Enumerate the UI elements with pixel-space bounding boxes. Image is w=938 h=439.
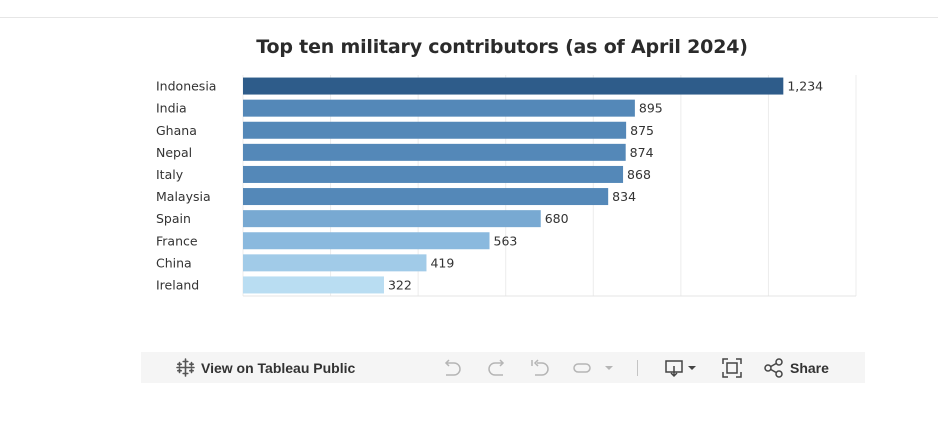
download-icon	[663, 358, 699, 378]
revert-button[interactable]	[529, 352, 551, 383]
bar-chart: Indonesia 1,234 India 895 Ghana 875 Nepal 874 It…	[156, 75, 857, 297]
undo-button[interactable]	[441, 352, 463, 383]
value-label: 875	[630, 123, 654, 138]
category-label: Spain	[156, 211, 191, 226]
value-label: 834	[612, 189, 636, 204]
category-label: China	[156, 255, 192, 270]
category-label: Indonesia	[156, 79, 216, 94]
bar[interactable]	[243, 143, 626, 161]
bar[interactable]	[243, 165, 624, 183]
bar[interactable]	[243, 188, 609, 206]
share-label: Share	[790, 359, 829, 376]
category-label: Nepal	[156, 145, 192, 160]
tableau-logo-icon	[176, 358, 195, 377]
bar[interactable]	[243, 276, 384, 294]
dropdown-arrow-icon	[603, 358, 615, 378]
toolbar-separator	[637, 360, 638, 376]
pause-icon	[571, 358, 593, 378]
revert-icon	[529, 358, 551, 378]
value-label: 895	[639, 101, 663, 116]
bar[interactable]	[243, 210, 541, 228]
category-label: Ireland	[156, 277, 199, 292]
pause-updates-button[interactable]	[571, 352, 593, 383]
bar[interactable]	[243, 99, 635, 117]
view-on-tableau-button[interactable]: View on Tableau Public	[176, 352, 355, 383]
undo-icon	[441, 358, 463, 378]
value-label: 874	[630, 145, 654, 160]
chart-title: Top ten military contributors (as of Apr…	[256, 36, 748, 58]
category-label: Ghana	[156, 123, 197, 138]
redo-button[interactable]	[486, 352, 508, 383]
fullscreen-icon	[721, 357, 743, 378]
value-label: 563	[494, 233, 518, 248]
category-label: France	[156, 233, 198, 248]
value-label: 322	[388, 277, 412, 292]
value-label: 1,234	[787, 79, 823, 94]
share-button[interactable]: Share	[764, 352, 829, 383]
tableau-toolbar: View on Tableau Public	[141, 352, 865, 383]
value-label: 680	[545, 211, 569, 226]
category-label: Malaysia	[156, 189, 211, 204]
category-label: Italy	[156, 167, 184, 182]
bar[interactable]	[243, 77, 784, 95]
top-divider	[0, 17, 938, 18]
bar[interactable]	[243, 232, 490, 250]
redo-icon	[486, 358, 508, 378]
pause-dropdown[interactable]	[603, 352, 615, 383]
share-icon	[764, 357, 784, 378]
value-label: 868	[627, 167, 651, 182]
download-button[interactable]	[663, 352, 699, 383]
view-on-tableau-label: View on Tableau Public	[201, 359, 356, 376]
value-label: 419	[430, 255, 454, 270]
bar[interactable]	[243, 254, 427, 272]
category-label: India	[156, 101, 187, 116]
bar[interactable]	[243, 121, 627, 139]
fullscreen-button[interactable]	[721, 352, 743, 383]
